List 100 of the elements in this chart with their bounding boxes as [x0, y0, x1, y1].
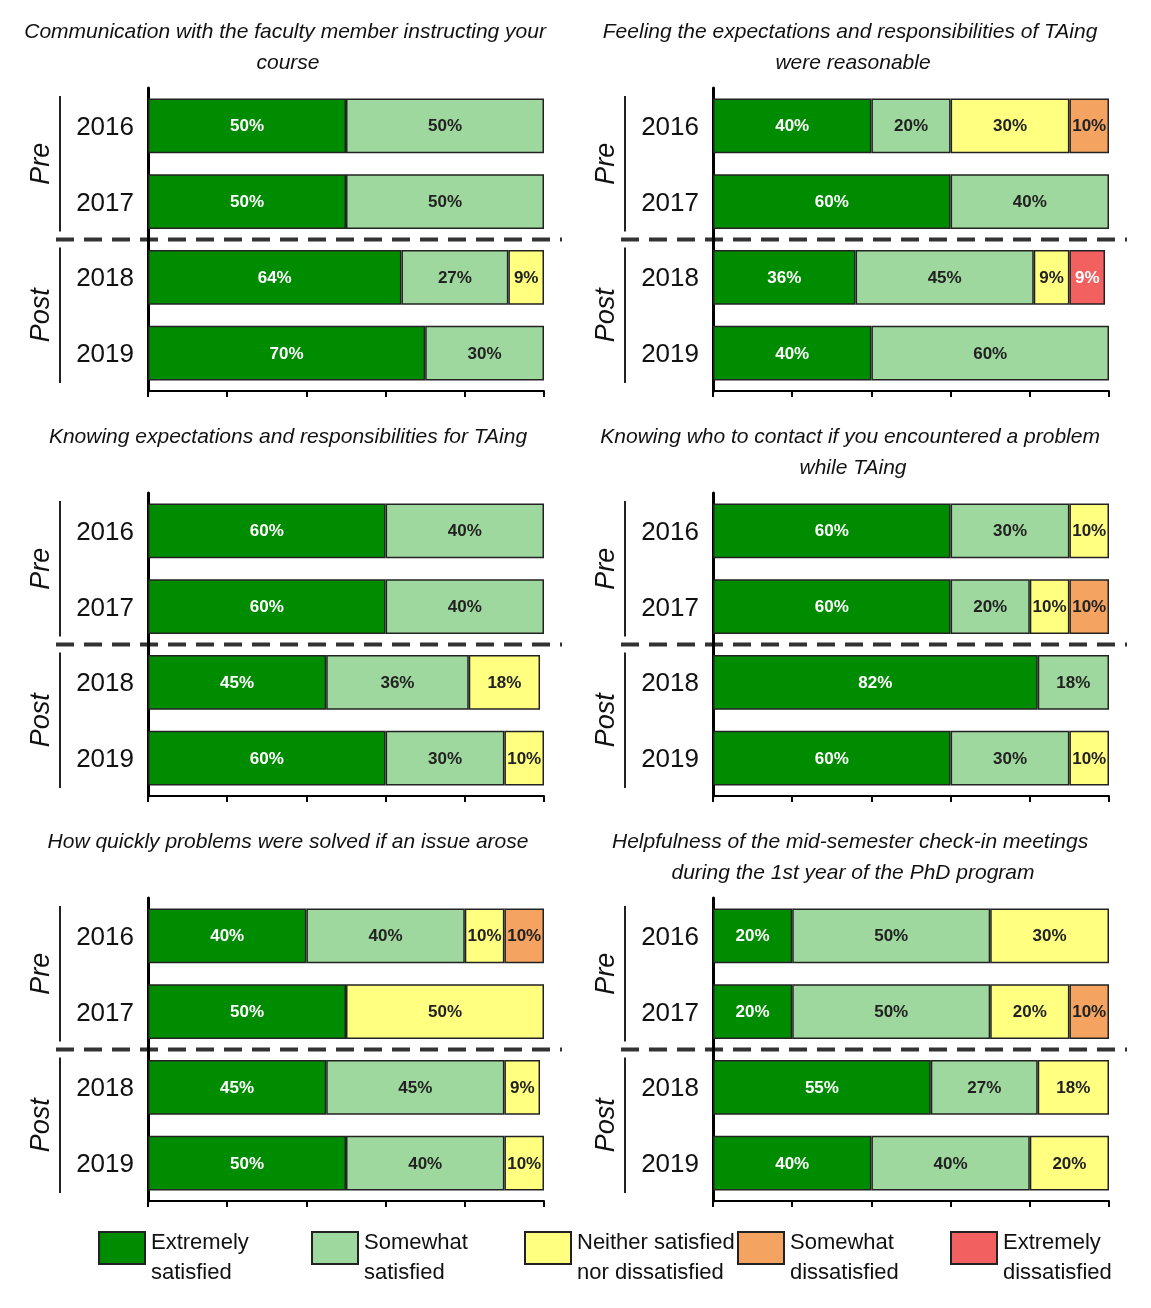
data-label: 50% [229, 192, 265, 212]
data-label: 60% [814, 597, 849, 617]
data-label: 36% [380, 672, 415, 692]
text: Post [25, 286, 55, 343]
text: Post [25, 1096, 55, 1153]
data-label: 10% [1072, 748, 1107, 768]
data-label: 45% [927, 267, 962, 287]
data-label: 50% [874, 926, 909, 946]
data-label: 50% [229, 116, 265, 136]
legend-label: Somewhat satisfied [364, 1228, 469, 1286]
y-tick-label: 2019 [641, 1148, 699, 1179]
y-tick-label: 2016 [76, 515, 134, 546]
y-tick-label: 2018 [76, 262, 134, 293]
y-tick-label: 2016 [76, 110, 134, 141]
data-label: 40% [775, 343, 810, 363]
data-label: 20% [893, 116, 929, 136]
data-label: 10% [1032, 597, 1067, 617]
text: Pre [590, 142, 620, 185]
data-label: 10% [507, 926, 542, 946]
data-label: 40% [775, 116, 810, 136]
data-label: 50% [229, 1002, 265, 1022]
data-label: 60% [249, 748, 284, 768]
data-label: 50% [427, 192, 463, 212]
chart-title: Feeling the expectations and responsibilities of TAing were reasonable [602, 19, 1104, 73]
data-label: 10% [507, 1153, 542, 1173]
text: Pre [590, 547, 620, 590]
y-tick-label: 2019 [76, 1148, 134, 1179]
data-label: 45% [398, 1077, 433, 1097]
data-label: 9% [509, 1077, 535, 1097]
legend-label: Extremely dissatisfied [1003, 1228, 1113, 1286]
text: Pre [590, 952, 620, 995]
data-label: 18% [1056, 672, 1091, 692]
legend-label: Neither satisfied nor dissatisfied [577, 1228, 736, 1286]
data-label: 20% [1012, 1002, 1047, 1022]
data-label: 50% [229, 1153, 265, 1173]
text: Post [590, 1096, 620, 1153]
data-label: 40% [933, 1153, 968, 1173]
data-label: 40% [210, 926, 245, 946]
data-label: 9% [1074, 267, 1100, 287]
chart-title: Helpfulness of the mid-semester check-in meetings during the 1st year of the PhD program [611, 829, 1095, 883]
data-label: 20% [1052, 1153, 1087, 1173]
text: Post [25, 691, 55, 748]
data-label: 40% [775, 1153, 810, 1173]
chart-title: How quickly problems were solved if an issue arose [47, 829, 529, 852]
data-label: 40% [408, 1153, 443, 1173]
data-label: 27% [967, 1077, 1002, 1097]
data-label: 40% [447, 521, 482, 541]
data-label: 20% [735, 926, 770, 946]
data-label: 40% [447, 597, 482, 617]
data-label: 9% [1039, 267, 1064, 287]
y-tick-label: 2018 [641, 1072, 699, 1103]
data-label: 60% [814, 192, 849, 212]
data-label: 40% [1012, 192, 1047, 212]
y-tick-label: 2018 [641, 667, 699, 698]
text: Pre [25, 142, 55, 185]
chart-title: Knowing expectations and responsibilities for TAing [48, 424, 528, 447]
y-tick-label: 2016 [641, 920, 699, 951]
data-label: 10% [467, 926, 502, 946]
y-tick-label: 2018 [641, 262, 699, 293]
data-label: 60% [249, 597, 284, 617]
y-tick-label: 2019 [76, 338, 134, 369]
data-label: 30% [992, 748, 1028, 768]
data-label: 50% [874, 1002, 909, 1022]
data-label: 60% [973, 343, 1008, 363]
data-label: 30% [992, 521, 1028, 541]
y-tick-label: 2017 [641, 186, 699, 217]
data-label: 10% [1072, 116, 1107, 136]
data-label: 60% [814, 748, 849, 768]
data-label: 10% [1072, 521, 1107, 541]
data-label: 20% [973, 597, 1008, 617]
y-tick-label: 2017 [76, 996, 134, 1027]
data-label: 30% [1032, 926, 1067, 946]
y-tick-label: 2019 [641, 743, 699, 774]
y-tick-label: 2017 [641, 591, 699, 622]
data-label: 45% [220, 1077, 255, 1097]
data-label: 30% [467, 343, 502, 363]
data-label: 45% [220, 672, 255, 692]
data-label: 70% [269, 343, 304, 363]
y-tick-label: 2017 [641, 996, 699, 1027]
y-tick-label: 2019 [641, 338, 699, 369]
data-label: 50% [427, 116, 463, 136]
data-label: 10% [1072, 1002, 1107, 1022]
data-label: 10% [507, 748, 542, 768]
chart-title: Communication with the faculty member instructing your course [24, 19, 552, 73]
text: Pre [25, 547, 55, 590]
data-label: 40% [368, 926, 403, 946]
y-tick-label: 2017 [76, 186, 134, 217]
data-label: 82% [858, 672, 893, 692]
data-label: 36% [767, 267, 802, 287]
y-tick-label: 2018 [76, 667, 134, 698]
data-label: 55% [804, 1077, 839, 1097]
y-tick-label: 2018 [76, 1072, 134, 1103]
data-label: 50% [427, 1002, 463, 1022]
y-tick-label: 2016 [641, 515, 699, 546]
data-label: 60% [814, 521, 849, 541]
legend-label: Extremely satisfied [151, 1228, 250, 1286]
text: Post [590, 286, 620, 343]
data-label: 30% [992, 116, 1028, 136]
data-label: 64% [257, 267, 292, 287]
data-label: 20% [735, 1002, 770, 1022]
